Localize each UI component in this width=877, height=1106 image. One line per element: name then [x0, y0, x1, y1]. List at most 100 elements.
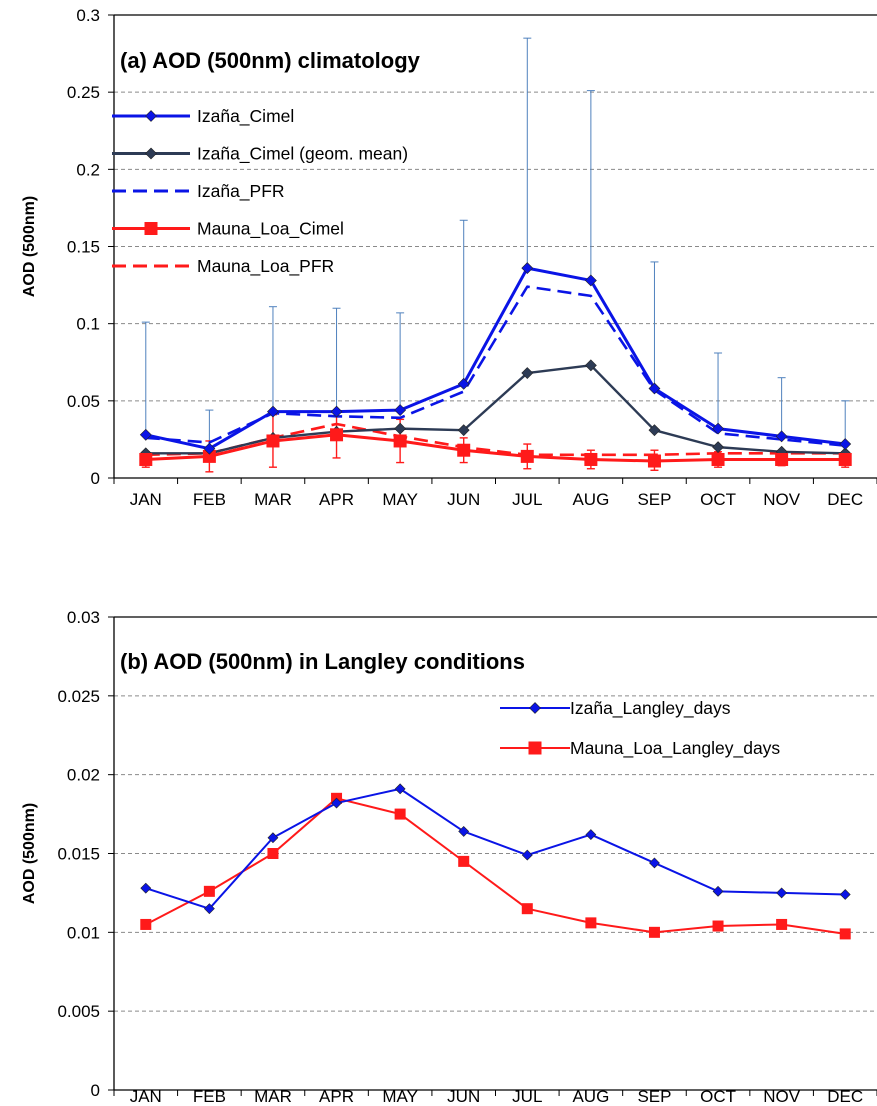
x-tick-label: MAY — [382, 490, 418, 509]
legend-marker — [145, 147, 157, 160]
x-tick-label: APR — [319, 490, 354, 509]
series-line — [145, 433, 846, 463]
data-point — [521, 849, 533, 861]
data-point — [775, 430, 788, 443]
data-point — [711, 452, 725, 466]
x-tick-label: JUL — [512, 490, 542, 509]
x-tick-label: SEP — [637, 1087, 671, 1106]
legend-label: Izaña_PFR — [197, 181, 285, 202]
x-tick-label: JUL — [512, 1087, 542, 1106]
x-tick-label: NOV — [763, 490, 801, 509]
data-point — [457, 424, 470, 437]
x-tick-label: AUG — [572, 1087, 609, 1106]
y-axis-label: AOD (500nm) — [21, 803, 38, 904]
x-tick-label: MAY — [382, 1087, 418, 1106]
data-point — [140, 918, 152, 930]
data-point — [458, 826, 470, 837]
data-point — [648, 926, 660, 938]
chart-title: (b) AOD (500nm) in Langley conditions — [120, 649, 525, 674]
data-point — [712, 441, 724, 454]
y-tick-label: 0.05 — [67, 392, 100, 411]
legend-marker — [529, 702, 541, 714]
x-tick-label: AUG — [572, 490, 609, 509]
x-tick-label: FEB — [193, 490, 226, 509]
y-tick-label: 0.25 — [67, 83, 100, 102]
series-line — [145, 266, 846, 451]
x-tick-label: MAR — [254, 490, 292, 509]
data-point — [394, 808, 406, 820]
data-point — [712, 920, 724, 932]
data-point — [649, 857, 660, 869]
data-point — [330, 405, 343, 418]
data-point — [839, 928, 851, 940]
x-tick-label: JUN — [447, 1087, 480, 1106]
data-point — [458, 855, 470, 867]
data-point — [393, 434, 407, 448]
data-point — [139, 428, 152, 441]
data-point — [648, 382, 661, 395]
series-line — [145, 797, 846, 935]
y-tick-label: 0.02 — [67, 766, 100, 785]
legend-marker — [145, 110, 157, 122]
data-point — [585, 829, 597, 841]
x-tick-label: APR — [319, 1087, 354, 1106]
y-axis-label: AOD (500nm) — [21, 196, 38, 297]
data-point — [839, 438, 852, 450]
x-tick-label: JUN — [447, 490, 480, 509]
data-point — [520, 449, 534, 463]
data-point — [202, 449, 216, 463]
y-tick-label: 0.025 — [57, 687, 100, 706]
data-point — [648, 424, 661, 437]
data-point — [584, 452, 598, 466]
data-point — [584, 274, 597, 287]
data-point — [203, 885, 215, 897]
x-tick-label: DEC — [827, 1087, 863, 1106]
data-point — [457, 443, 471, 457]
data-point — [712, 885, 724, 897]
data-point — [521, 367, 534, 379]
y-tick-label: 0.005 — [57, 1002, 100, 1021]
data-point — [330, 428, 344, 442]
x-tick-label: NOV — [763, 1087, 801, 1106]
chart-a: 0 0.05 0.1 0.15 0.2 0.25 0.3 JAN FEB MAR APR MAY JUN… — [21, 6, 877, 509]
data-point — [203, 903, 215, 915]
data-point — [394, 422, 407, 435]
chart-title: (a) AOD (500nm) climatology — [120, 48, 421, 73]
data-point — [584, 359, 597, 372]
data-point — [839, 889, 851, 900]
data-point — [139, 452, 153, 466]
series-line — [145, 787, 846, 910]
data-point — [838, 452, 852, 466]
data-point — [267, 832, 279, 844]
legend-marker — [528, 741, 542, 755]
x-tick-label: DEC — [827, 490, 863, 509]
data-point — [521, 903, 533, 915]
data-point — [203, 442, 216, 455]
y-tick-label: 0.1 — [76, 315, 100, 334]
legend-label: Mauna_Loa_Cimel — [197, 219, 344, 240]
y-tick-label: 0.01 — [67, 923, 100, 942]
x-tick-label: SEP — [637, 490, 671, 509]
y-tick-label: 0.3 — [76, 6, 100, 25]
legend-label: Mauna_Loa_PFR — [197, 256, 334, 277]
legend: Izaña_Cimel Izaña_Cimel (geom. mean) Izaña… — [112, 106, 408, 277]
legend-label: Izaña_Cimel — [197, 106, 294, 127]
data-point — [394, 783, 406, 795]
legend-marker — [144, 222, 158, 235]
data-point — [647, 454, 661, 468]
series-line — [145, 364, 846, 455]
data-point — [394, 404, 407, 417]
data-point — [267, 405, 279, 418]
y-tick-label: 0.03 — [67, 608, 100, 627]
data-point — [776, 918, 788, 930]
y-tick-label: 0.015 — [57, 845, 100, 864]
x-tick-label: MAR — [254, 1087, 292, 1106]
legend-label: Mauna_Loa_Langley_days — [570, 738, 780, 759]
data-point — [521, 262, 534, 275]
x-tick-label: JAN — [130, 490, 162, 509]
data-point — [267, 848, 279, 859]
data-point — [712, 422, 724, 435]
data-point — [585, 917, 597, 929]
series-line — [145, 285, 846, 447]
